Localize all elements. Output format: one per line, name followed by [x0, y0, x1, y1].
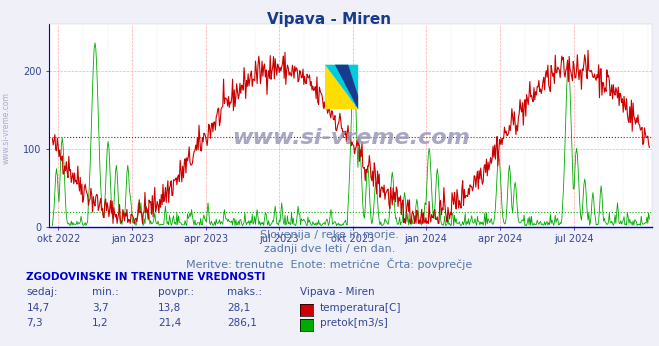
Text: Vipava - Miren: Vipava - Miren [268, 12, 391, 27]
Text: sedaj:: sedaj: [26, 287, 58, 297]
Text: Meritve: trenutne  Enote: metrične  Črta: povprečje: Meritve: trenutne Enote: metrične Črta: … [186, 258, 473, 270]
Text: 1,2: 1,2 [92, 318, 109, 328]
Text: ZGODOVINSKE IN TRENUTNE VREDNOSTI: ZGODOVINSKE IN TRENUTNE VREDNOSTI [26, 272, 266, 282]
Text: 286,1: 286,1 [227, 318, 257, 328]
Polygon shape [325, 65, 358, 109]
Text: www.si-vreme.com: www.si-vreme.com [2, 92, 11, 164]
Text: pretok[m3/s]: pretok[m3/s] [320, 318, 387, 328]
Text: 3,7: 3,7 [92, 303, 109, 313]
Text: 14,7: 14,7 [26, 303, 49, 313]
Text: 28,1: 28,1 [227, 303, 250, 313]
Text: www.si-vreme.com: www.si-vreme.com [232, 128, 470, 148]
Text: 7,3: 7,3 [26, 318, 43, 328]
Text: 13,8: 13,8 [158, 303, 181, 313]
Text: Slovenija / reke in morje.: Slovenija / reke in morje. [260, 230, 399, 240]
Polygon shape [325, 65, 358, 109]
Text: temperatura[C]: temperatura[C] [320, 303, 401, 313]
Polygon shape [335, 65, 358, 109]
Text: zadnji dve leti / en dan.: zadnji dve leti / en dan. [264, 244, 395, 254]
Text: 21,4: 21,4 [158, 318, 181, 328]
Text: maks.:: maks.: [227, 287, 262, 297]
Text: Vipava - Miren: Vipava - Miren [300, 287, 374, 297]
Text: min.:: min.: [92, 287, 119, 297]
Text: povpr.:: povpr.: [158, 287, 194, 297]
